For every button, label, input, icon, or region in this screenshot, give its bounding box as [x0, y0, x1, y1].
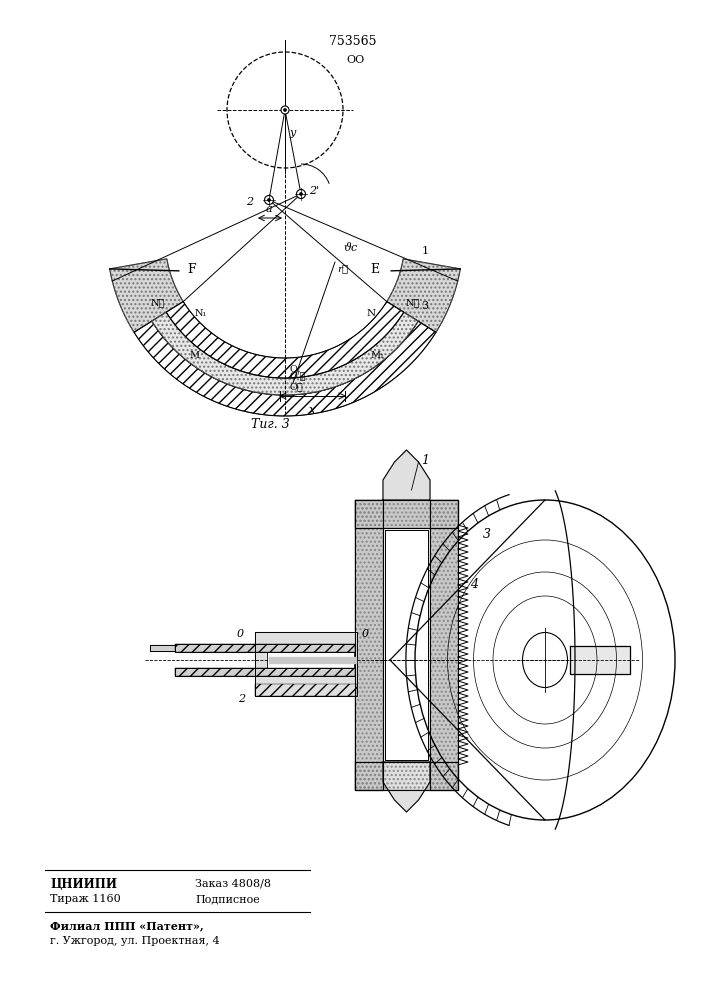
Text: a: a [266, 204, 272, 214]
Text: O'Ⲝ: O'Ⲝ [289, 371, 305, 380]
Polygon shape [383, 762, 430, 812]
Text: 2: 2 [238, 694, 245, 704]
Circle shape [296, 190, 305, 198]
Text: x: x [309, 404, 316, 417]
Text: 4: 4 [470, 578, 478, 591]
Text: Филиал ППП «Патент»,: Филиал ППП «Патент», [50, 920, 204, 931]
Polygon shape [383, 450, 430, 500]
Polygon shape [355, 500, 383, 790]
Text: ЦНИИПИ: ЦНИИПИ [50, 878, 117, 891]
Polygon shape [255, 632, 357, 696]
Polygon shape [387, 259, 460, 332]
Text: OⲜ: OⲜ [289, 382, 303, 391]
Text: 3: 3 [483, 528, 491, 542]
Text: 0: 0 [362, 629, 369, 639]
Text: 1: 1 [421, 246, 428, 256]
Circle shape [281, 106, 289, 114]
Polygon shape [355, 762, 458, 790]
Polygon shape [570, 646, 630, 674]
Circle shape [264, 196, 274, 205]
Text: M₁: M₁ [370, 351, 385, 360]
Text: F: F [187, 263, 195, 276]
Polygon shape [267, 652, 354, 668]
Circle shape [284, 108, 286, 111]
Text: 2: 2 [246, 197, 253, 207]
Polygon shape [150, 645, 175, 651]
Polygon shape [175, 644, 355, 652]
Polygon shape [175, 668, 355, 676]
Text: NⲜ: NⲜ [406, 298, 420, 307]
Polygon shape [110, 259, 183, 332]
Polygon shape [269, 657, 356, 663]
Text: OO: OO [346, 55, 364, 65]
Text: Τиг. 3: Τиг. 3 [250, 418, 289, 431]
Text: г. Ужгород, ул. Проектная, 4: г. Ужгород, ул. Проектная, 4 [50, 936, 220, 946]
Text: 1: 1 [421, 454, 429, 466]
Text: ϑc: ϑc [343, 243, 357, 253]
Polygon shape [166, 302, 404, 378]
Polygon shape [152, 312, 418, 395]
Text: N₁: N₁ [194, 309, 206, 318]
Text: 2': 2' [309, 186, 319, 196]
Polygon shape [385, 530, 428, 760]
Text: M: M [189, 351, 199, 360]
Text: rⲜ: rⲜ [337, 264, 349, 273]
Text: Подписное: Подписное [195, 894, 259, 904]
Text: Тираж 1160: Тираж 1160 [50, 894, 121, 904]
Text: NⲜ: NⲜ [150, 298, 165, 307]
Text: 753565: 753565 [329, 35, 377, 48]
Text: O₁: O₁ [289, 365, 300, 374]
Text: 0: 0 [236, 629, 244, 639]
Text: 3: 3 [421, 301, 428, 311]
Polygon shape [134, 321, 436, 416]
Polygon shape [430, 500, 458, 790]
Text: N: N [367, 309, 376, 318]
Text: E: E [370, 263, 379, 276]
Circle shape [300, 192, 303, 196]
Text: Заказ 4808/8: Заказ 4808/8 [195, 878, 271, 888]
Circle shape [267, 198, 271, 202]
Text: y: y [289, 128, 296, 138]
Polygon shape [355, 500, 458, 528]
